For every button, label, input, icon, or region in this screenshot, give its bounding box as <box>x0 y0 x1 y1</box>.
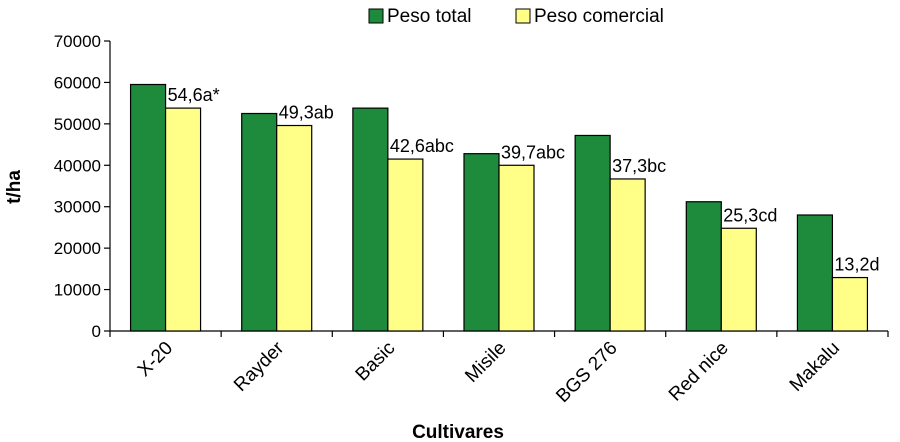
legend: Peso total Peso comercial <box>369 6 664 27</box>
bar-peso-comercial <box>277 126 312 331</box>
y-tick-label: 60000 <box>54 73 101 92</box>
data-label: 25,3cd <box>723 205 777 225</box>
legend-swatch-peso-total <box>369 9 383 23</box>
y-tick-label: 70000 <box>54 32 101 51</box>
y-axis-title: t/ha <box>4 170 25 204</box>
bar-peso-comercial <box>499 165 534 331</box>
x-category-label: Basic <box>352 338 400 386</box>
data-label: 13,2d <box>834 255 879 275</box>
bar-peso-comercial <box>166 108 201 331</box>
bar-peso-total <box>686 202 721 331</box>
bar-peso-total <box>797 215 832 331</box>
legend-swatch-peso-comercial <box>516 9 530 23</box>
x-axis-title: Cultivares <box>412 422 504 442</box>
x-category-label: Makalu <box>786 338 844 396</box>
legend-label-peso-comercial: Peso comercial <box>534 6 664 27</box>
x-category-label: BGS 276 <box>552 338 621 407</box>
bar-peso-total <box>242 114 277 332</box>
legend-label-peso-total: Peso total <box>387 6 472 27</box>
bar-peso-comercial <box>721 228 756 331</box>
bar-peso-comercial <box>832 278 867 331</box>
data-label: 54,6a* <box>168 85 220 105</box>
data-label: 39,7abc <box>501 142 565 162</box>
data-label: 42,6abc <box>390 136 454 156</box>
y-tick-label: 30000 <box>54 198 101 217</box>
y-tick-label: 40000 <box>54 156 101 175</box>
y-tick-label: 0 <box>92 322 101 341</box>
y-tick-label: 10000 <box>54 281 101 300</box>
y-tick-label: 50000 <box>54 115 101 134</box>
bar-peso-total <box>464 154 499 331</box>
x-category-label: X-20 <box>134 338 177 381</box>
data-label: 49,3ab <box>279 103 334 123</box>
bar-peso-comercial <box>610 179 645 331</box>
bar-peso-total <box>131 85 166 332</box>
x-category-label: Misile <box>461 338 510 387</box>
data-label: 37,3bc <box>612 156 666 176</box>
x-category-label: Red nice <box>665 338 733 406</box>
x-category-label: Rayder <box>230 337 289 396</box>
y-tick-label: 20000 <box>54 239 101 258</box>
bar-peso-comercial <box>388 159 423 331</box>
bar-peso-total <box>575 135 610 331</box>
bar-peso-total <box>353 108 388 331</box>
